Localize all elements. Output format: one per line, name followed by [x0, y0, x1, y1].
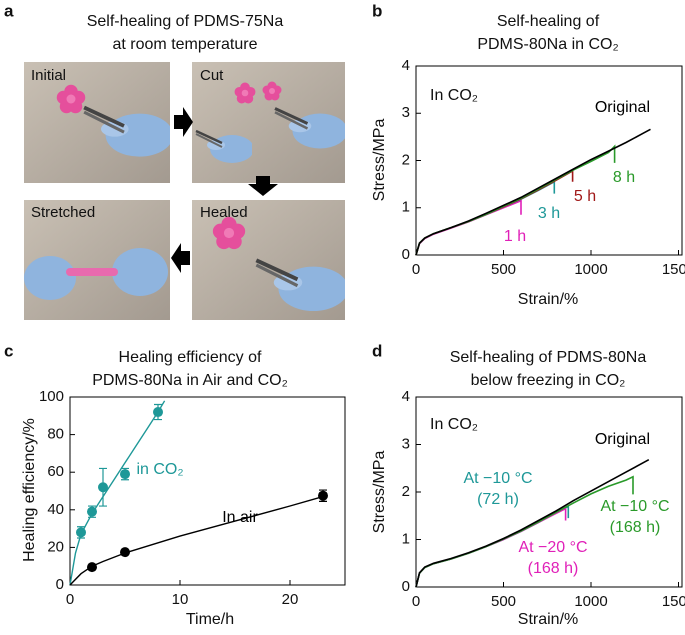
- photo-label: Stretched: [31, 204, 95, 221]
- series-label: in CO₂: [136, 461, 183, 478]
- y-tick-label: 0: [402, 246, 410, 263]
- data-point: [120, 469, 130, 480]
- panel-title: at room temperature: [113, 36, 258, 53]
- x-tick-label: 20: [282, 591, 299, 608]
- photo-panel: a Self-healing of PDMS-75Na at room temp…: [4, 1, 345, 320]
- series-label: In air: [222, 509, 258, 526]
- y-tick-label: 60: [47, 463, 64, 480]
- chart-title: below freezing in CO₂: [471, 372, 626, 389]
- chart: c Healing efficiency of PDMS-80Na in Air a…: [4, 341, 346, 628]
- y-tick-label: 100: [39, 388, 64, 405]
- annotation: In CO₂: [430, 416, 478, 433]
- series-label: (168 h): [610, 519, 661, 536]
- data-point: [153, 407, 163, 418]
- fit-line: [69, 495, 324, 586]
- x-tick-label: 10: [172, 591, 189, 608]
- photo: Initial: [24, 62, 170, 183]
- arrow: [248, 176, 278, 196]
- y-tick-label: 4: [402, 388, 410, 405]
- panel-label: a: [4, 1, 14, 20]
- chart: d Self-healing of PDMS-80Na below freezing…: [371, 341, 685, 628]
- panel-label: d: [372, 341, 382, 360]
- y-tick-label: 4: [402, 57, 410, 74]
- x-axis-label: Time/h: [186, 611, 234, 628]
- data-point: [120, 547, 130, 558]
- series-label: 8 h: [613, 169, 635, 186]
- series-label: At −20 °C: [518, 539, 587, 556]
- y-tick-label: 0: [402, 578, 410, 595]
- series-label: At −10 °C: [463, 470, 532, 487]
- x-tick-label: 0: [412, 261, 420, 278]
- series-label: (168 h): [528, 560, 579, 577]
- series-label: At −10 °C: [600, 498, 669, 515]
- data-point: [318, 490, 328, 501]
- x-axis-label: Strain/%: [518, 291, 578, 308]
- y-tick-label: 0: [56, 576, 64, 593]
- y-tick-label: 2: [402, 483, 410, 500]
- panel-label: b: [372, 1, 382, 20]
- fit-line: [69, 400, 166, 586]
- y-tick-label: 3: [402, 104, 410, 121]
- photo: Healed: [192, 200, 345, 320]
- data-point: [87, 506, 97, 517]
- series-label: 5 h: [574, 188, 596, 205]
- photo: Cut: [192, 62, 345, 183]
- chart-title: Self-healing of PDMS-80Na: [450, 349, 647, 366]
- x-tick-label: 500: [491, 593, 516, 610]
- panel-label: c: [4, 341, 13, 360]
- data-point: [98, 482, 108, 493]
- plot-frame: [69, 396, 346, 586]
- y-tick-label: 20: [47, 538, 64, 555]
- series-line: [415, 128, 651, 256]
- x-tick-label: 0: [66, 591, 74, 608]
- arrow: [171, 243, 190, 273]
- y-tick-label: 1: [402, 199, 410, 216]
- data-point: [87, 562, 97, 573]
- chart-title: Healing efficiency of: [119, 349, 262, 366]
- x-tick-label: 1000: [574, 261, 607, 278]
- y-axis-label: Stress/MPa: [371, 451, 388, 534]
- annotation: In CO₂: [430, 87, 478, 104]
- y-tick-label: 1: [402, 530, 410, 547]
- x-tick-label: 500: [491, 261, 516, 278]
- chart: b Self-healing of PDMS-80Na in CO₂ Strain/%…: [371, 1, 685, 308]
- y-axis-label: Healing efficiency/%: [21, 418, 38, 562]
- y-tick-label: 40: [47, 501, 64, 518]
- chart-title: Self-healing of: [497, 13, 600, 30]
- y-tick-label: 80: [47, 426, 64, 443]
- photo-label: Initial: [31, 67, 66, 84]
- x-tick-label: 1500: [662, 261, 685, 278]
- x-axis-label: Strain/%: [518, 611, 578, 628]
- series-line: [415, 475, 634, 588]
- series-label: (72 h): [477, 491, 519, 508]
- photo-label: Healed: [200, 204, 248, 221]
- y-tick-label: 3: [402, 435, 410, 452]
- photo: Stretched: [24, 200, 170, 320]
- series-label: Original: [595, 99, 650, 116]
- arrow: [174, 107, 193, 137]
- x-tick-label: 1500: [662, 593, 685, 610]
- panel-title: Self-healing of PDMS-75Na: [87, 13, 284, 30]
- x-tick-label: 0: [412, 593, 420, 610]
- chart-title: PDMS-80Na in CO₂: [477, 36, 618, 53]
- y-axis-label: Stress/MPa: [371, 119, 388, 202]
- series-label: 3 h: [538, 205, 560, 222]
- series-label: Original: [595, 431, 650, 448]
- chart-title: PDMS-80Na in Air and CO₂: [92, 372, 288, 389]
- series-line: [415, 458, 650, 588]
- y-tick-label: 2: [402, 151, 410, 168]
- series-label: 1 h: [504, 228, 526, 245]
- photo-label: Cut: [200, 67, 224, 84]
- x-tick-label: 1000: [574, 593, 607, 610]
- data-point: [76, 527, 86, 538]
